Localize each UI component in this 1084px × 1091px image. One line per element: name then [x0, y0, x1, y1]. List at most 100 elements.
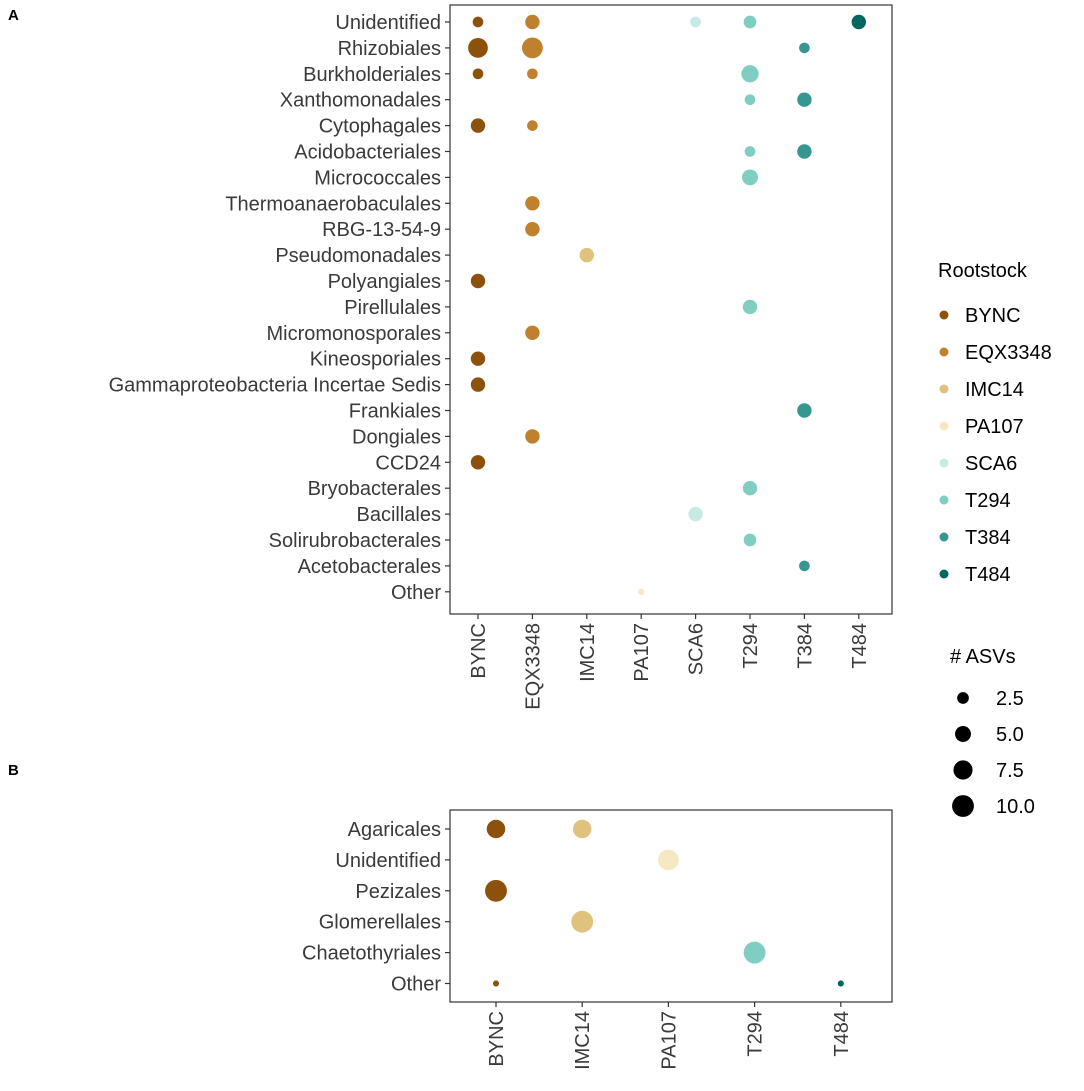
- y-tick-label-pezizales: Pezizales: [355, 881, 441, 903]
- legend-key-sca6: [939, 458, 949, 468]
- point-bync-cytophagales: [470, 118, 486, 133]
- panel-border: [449, 809, 893, 1003]
- legend-size-label-10: 10.0: [996, 796, 1035, 818]
- y-tick-label-ccd24: CCD24: [375, 452, 441, 474]
- y-tick-label-thermoanaerobaculales: Thermoanaerobaculales: [225, 193, 441, 215]
- legend-key-eqx3348: [939, 347, 949, 357]
- point-bync-burkholderiales: [472, 68, 484, 80]
- legend-label-sca6: SCA6: [965, 453, 1017, 475]
- legend-key-t484: [939, 569, 949, 579]
- point-bync-rhizobiales: [468, 38, 488, 58]
- y-tick-label-rbg-13-54-9: RBG-13-54-9: [322, 219, 441, 241]
- y-tick-label-agaricales: Agaricales: [348, 819, 441, 841]
- panel-a: Unidentified Rhizobiales Burkholderiales Xa…: [109, 4, 893, 710]
- panel-b: Agaricales Unidentified Pezizales Glomerell…: [302, 809, 893, 1070]
- x-tick-label-t294: T294: [745, 1011, 767, 1057]
- x-tick-label-imc14: IMC14: [572, 1011, 594, 1070]
- y-tick-label-micrococcales: Micrococcales: [314, 167, 441, 189]
- legend-label-t384: T384: [965, 527, 1011, 549]
- legend-size-title: # ASVs: [950, 646, 1016, 668]
- point-eqx3348-thermoanaerobaculales: [525, 196, 540, 211]
- y-tick-label-other: Other: [391, 582, 441, 604]
- point-eqx3348-rhizobiales: [522, 37, 543, 59]
- y-tick-label-acetobacterales: Acetobacterales: [298, 556, 441, 578]
- y-tick-label-acidobacteriales: Acidobacteriales: [294, 142, 441, 164]
- y-tick-label-bacillales: Bacillales: [357, 504, 441, 526]
- point-sca6-bacillales: [688, 506, 703, 522]
- point-sca6-unidentified: [690, 16, 701, 28]
- point-t294-burkholderiales: [741, 65, 759, 83]
- x-tick-label-t484: T484: [831, 1011, 853, 1057]
- panel-b-letter: B: [8, 762, 19, 779]
- point-t484-other: [837, 980, 844, 987]
- legend-size-key-7-5: [953, 760, 973, 780]
- y-tick-label-glomerellales: Glomerellales: [319, 912, 441, 934]
- legend-label-pa107: PA107: [965, 416, 1024, 438]
- x-tick-label-bync: BYNC: [486, 1011, 508, 1067]
- x-tick-label-sca6: SCA6: [686, 623, 708, 675]
- legend-key-pa107: [939, 421, 949, 431]
- legend-key-t294: [939, 495, 949, 505]
- y-tick-label-pirellulales: Pirellulales: [344, 297, 441, 319]
- point-t294-xanthomonadales: [744, 94, 756, 106]
- x-tick-label-bync: BYNC: [468, 623, 490, 679]
- legend-label-bync: BYNC: [965, 305, 1021, 327]
- point-t384-frankiales: [797, 403, 812, 418]
- point-eqx3348-unidentified: [525, 14, 540, 30]
- y-tick-label-burkholderiales: Burkholderiales: [303, 64, 441, 86]
- point-bync-agaricales: [486, 819, 506, 839]
- panel-a-letter: A: [8, 7, 19, 24]
- panel-border: [449, 4, 893, 615]
- point-t384-acetobacterales: [799, 560, 810, 572]
- legend-size-key-5: [955, 726, 971, 742]
- x-tick-label-t384: T384: [794, 623, 816, 669]
- legend-label-imc14: IMC14: [965, 379, 1024, 401]
- y-tick-label-bryobacterales: Bryobacterales: [308, 478, 441, 500]
- point-bync-other: [492, 980, 500, 987]
- legend-key-bync: [939, 310, 949, 320]
- x-tick-label-imc14: IMC14: [577, 623, 599, 682]
- point-t294-chaetothyriales: [743, 941, 766, 964]
- point-imc14-pseudomonadales: [579, 247, 594, 263]
- point-t484-unidentified: [851, 14, 866, 30]
- legend-color-title: Rootstock: [938, 260, 1028, 282]
- point-t294-solirubrobacterales: [743, 533, 757, 547]
- point-eqx3348-micromonosporales: [525, 325, 540, 340]
- legend-size-label-5: 5.0: [996, 724, 1024, 746]
- point-pa107-other: [638, 588, 645, 595]
- point-imc14-agaricales: [572, 819, 592, 839]
- x-tick-label-t294: T294: [740, 623, 762, 669]
- y-tick-label-rhizobiales: Rhizobiales: [338, 38, 441, 60]
- x-tick-label-pa107: PA107: [631, 623, 653, 682]
- point-eqx3348-dongiales: [525, 429, 540, 444]
- legend-size-label-7-5: 7.5: [996, 760, 1024, 782]
- y-tick-label-other: Other: [391, 974, 441, 996]
- point-bync-polyangiales: [470, 273, 486, 289]
- point-t294-micrococcales: [742, 169, 758, 186]
- y-tick-label-chaetothyriales: Chaetothyriales: [302, 943, 441, 965]
- y-tick-label-unidentified: Unidentified: [335, 12, 441, 34]
- point-eqx3348-cytophagales: [527, 120, 538, 131]
- legend-size-label-2-5: 2.5: [996, 688, 1024, 710]
- legend-label-t484: T484: [965, 564, 1011, 586]
- point-t294-pirellulales: [742, 299, 758, 315]
- point-t384-rhizobiales: [799, 42, 810, 54]
- point-pa107-unidentified: [658, 849, 679, 871]
- y-tick-label-kineosporiales: Kineosporiales: [310, 349, 441, 371]
- point-t294-bryobacterales: [742, 481, 758, 496]
- legend-label-t294: T294: [965, 490, 1011, 512]
- point-bync-ccd24: [470, 455, 486, 470]
- legend-size-key-2-5: [957, 692, 969, 704]
- y-tick-label-micromonosporales: Micromonosporales: [266, 323, 441, 345]
- y-tick-label-xanthomonadales: Xanthomonadales: [280, 90, 441, 112]
- point-t294-acidobacteriales: [744, 146, 756, 157]
- point-bync-pezizales: [485, 879, 507, 902]
- y-tick-label-pseudomonadales: Pseudomonadales: [275, 245, 441, 267]
- x-tick-label-pa107: PA107: [658, 1011, 680, 1070]
- point-t384-xanthomonadales: [797, 92, 812, 107]
- y-tick-label-solirubrobacterales: Solirubrobacterales: [269, 530, 441, 552]
- legend-size-key-10: [952, 795, 974, 817]
- y-tick-label-gammaproteobacteria-incertae-sedis: Gammaproteobacteria Incertae Sedis: [109, 375, 441, 397]
- legend-key-t384: [939, 532, 949, 542]
